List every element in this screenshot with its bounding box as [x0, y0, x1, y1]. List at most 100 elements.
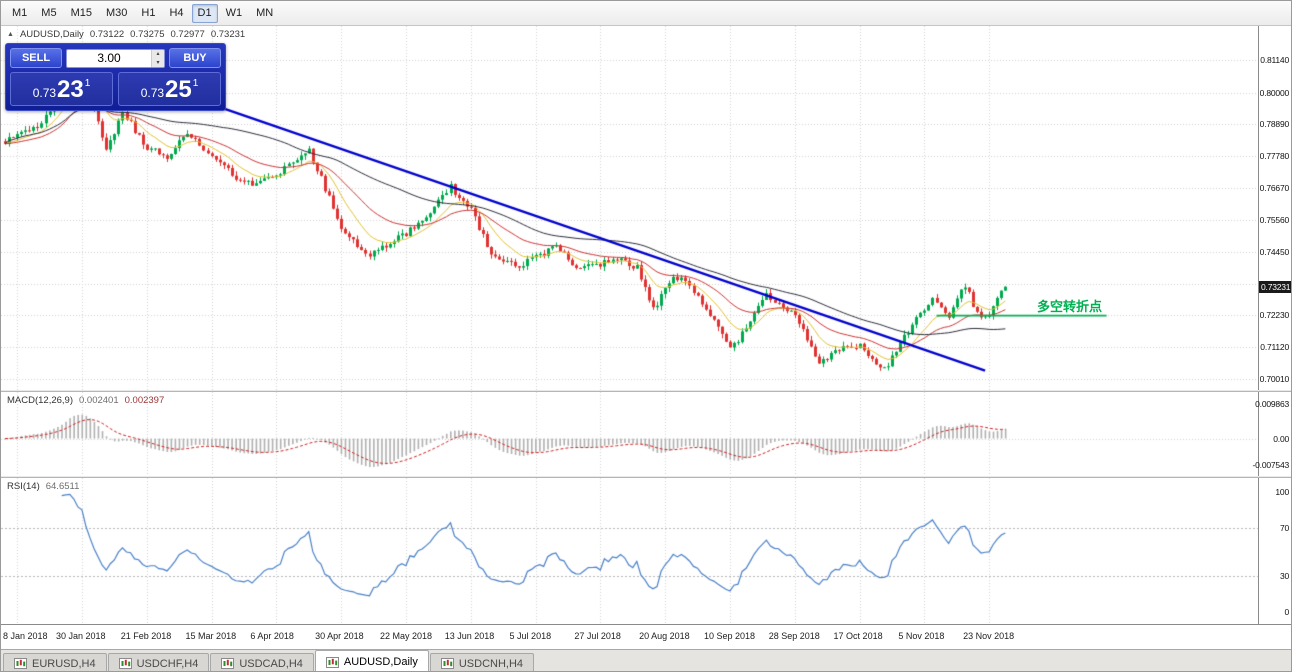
- date-label: 21 Feb 2018: [120, 631, 172, 641]
- macd-signal-value: 0.002397: [124, 395, 165, 406]
- price-axis-label: 0.71120: [1260, 342, 1289, 353]
- panel-divider[interactable]: [1, 476, 1291, 478]
- ohlc-high-value: 0.73275: [130, 29, 165, 40]
- macd-panel: MACD(12,26,9) 0.002401 0.002397 0.009863…: [1, 392, 1291, 476]
- current-price-badge: 0.73231: [1259, 280, 1291, 293]
- tab-label: USDCHF,H4: [136, 657, 199, 670]
- chart-tab-usdcad[interactable]: USDCAD,H4: [210, 653, 314, 671]
- date-label: 30 Apr 2018: [315, 631, 364, 641]
- rsi-panel: RSI(14) 64.6511 100 70 30 0: [1, 478, 1291, 624]
- price-axis-label: 0.76670: [1259, 183, 1290, 194]
- chart-tabs-bar: EURUSD,H4 USDCHF,H4 USDCAD,H4 AUDUSD,Daily U…: [1, 649, 1291, 671]
- rsi-axis-label: 0: [1284, 607, 1289, 617]
- panel-divider[interactable]: [1, 390, 1291, 392]
- tab-label: AUDUSD,Daily: [343, 656, 418, 668]
- timeframe-d1[interactable]: D1: [191, 3, 218, 23]
- macd-main-value: 0.002401: [79, 395, 119, 406]
- chart-symbol-label: AUDUSD,Daily: [19, 29, 84, 40]
- macd-axis-label: 0.00: [1273, 433, 1289, 444]
- one-click-trading-panel: SELL ▴ ▾ BUY 0.73231 0.732: [5, 43, 226, 111]
- buy-price-button[interactable]: 0.73 25 1: [118, 72, 221, 106]
- price-axis-label: 0.77780: [1259, 151, 1290, 162]
- tab-label: EURUSD,H4: [32, 657, 96, 670]
- tab-label: USDCAD,H4: [239, 657, 303, 670]
- sell-price-pips: 23: [57, 76, 84, 103]
- price-axis-label: 0.80000: [1259, 87, 1290, 98]
- buy-price-pipette: 1: [192, 78, 199, 89]
- chart-tab-usdchf[interactable]: USDCHF,H4: [107, 653, 210, 671]
- rsi-axis[interactable]: 100 70 30 0: [1258, 478, 1291, 624]
- price-axis-label: 0.75560: [1259, 214, 1290, 225]
- timeframe-m30[interactable]: M30: [100, 4, 133, 23]
- macd-axis-label: 0.009863: [1255, 399, 1289, 409]
- price-axis-label: 0.74450: [1259, 246, 1290, 257]
- chart-tab-eurusd[interactable]: EURUSD,H4: [3, 653, 107, 671]
- rsi-canvas[interactable]: [1, 478, 1260, 624]
- sell-button[interactable]: SELL: [10, 48, 62, 68]
- sell-price-prefix: 0.73: [32, 86, 57, 100]
- price-axis-label: 0.78890: [1259, 119, 1290, 130]
- date-label: 20 Aug 2018: [639, 631, 690, 641]
- price-axis-label: 0.70010: [1259, 374, 1290, 384]
- chart-window: ▲ AUDUSD,Daily 0.73122 0.73275 0.72977 0…: [1, 26, 1291, 649]
- time-axis[interactable]: 8 Jan 2018 30 Jan 2018 21 Feb 2018 15 Mar 2…: [1, 624, 1291, 649]
- macd-name: MACD(12,26,9): [7, 395, 73, 406]
- price-axis-label: 0.72230: [1259, 310, 1290, 321]
- tab-chart-icon: [221, 658, 235, 669]
- tab-chart-icon: [14, 658, 27, 669]
- date-label: 15 Mar 2018: [185, 631, 237, 641]
- volume-input[interactable]: [67, 49, 151, 67]
- timeframe-toolbar: M1 M5 M15 M30 H1 H4 D1 W1 MN: [1, 1, 1291, 26]
- timeframe-h1[interactable]: H1: [135, 4, 161, 23]
- buy-price-pips: 25: [165, 76, 192, 103]
- date-label: 27 Jul 2018: [574, 631, 621, 641]
- price-axis[interactable]: 0.81140 0.80000 0.78890 0.77780 0.76670 0.755…: [1258, 26, 1291, 390]
- ohlc-close-value: 0.73231: [210, 29, 246, 40]
- volume-stepper-arrows: ▴ ▾: [151, 49, 164, 67]
- chart-tab-usdcnh[interactable]: USDCNH,H4: [429, 653, 535, 671]
- timeframe-m5[interactable]: M5: [35, 4, 62, 23]
- chart-ohlc-header: ▲ AUDUSD,Daily 0.73122 0.73275 0.72977 0…: [7, 29, 245, 40]
- date-label: 23 Nov 2018: [963, 631, 1015, 641]
- chart-annotation-text: 多空转折点: [1037, 299, 1103, 314]
- date-label: 13 Jun 2018: [444, 631, 495, 641]
- chart-tab-audusd[interactable]: AUDUSD,Daily: [314, 650, 429, 671]
- tab-chart-icon: [325, 656, 339, 668]
- rsi-name: RSI(14): [7, 481, 40, 492]
- buy-price-prefix: 0.73: [140, 86, 165, 100]
- timeframe-w1[interactable]: W1: [220, 4, 249, 23]
- date-label: 22 May 2018: [379, 631, 432, 641]
- buy-button[interactable]: BUY: [169, 48, 221, 68]
- price-axis-label: 0.81140: [1260, 55, 1289, 65]
- tab-chart-icon: [118, 658, 132, 669]
- volume-decrease-icon[interactable]: ▾: [152, 58, 164, 67]
- ohlc-low-value: 0.72977: [170, 29, 205, 40]
- date-label: 8 Jan 2018: [3, 631, 48, 641]
- date-label: 5 Nov 2018: [898, 631, 945, 641]
- macd-canvas[interactable]: [1, 392, 1260, 476]
- ohlc-open-value: 0.73122: [89, 29, 125, 40]
- date-label: 6 Apr 2018: [250, 631, 294, 641]
- timeframe-mn[interactable]: MN: [250, 4, 279, 23]
- macd-label: MACD(12,26,9) 0.002401 0.002397: [7, 395, 164, 406]
- price-chart-panel: ▲ AUDUSD,Daily 0.73122 0.73275 0.72977 0…: [1, 26, 1291, 390]
- sell-price-button[interactable]: 0.73 23 1: [10, 72, 113, 106]
- timeframe-m1[interactable]: M1: [6, 4, 33, 23]
- collapse-panel-icon[interactable]: ▲: [7, 31, 14, 38]
- date-label: 30 Jan 2018: [55, 631, 106, 641]
- macd-axis-label: -0.007543: [1252, 460, 1290, 470]
- volume-increase-icon[interactable]: ▴: [152, 49, 164, 59]
- timeframe-m15[interactable]: M15: [65, 4, 98, 23]
- tab-chart-icon: [440, 658, 454, 669]
- rsi-axis-label: 100: [1275, 487, 1289, 497]
- date-label: 5 Jul 2018: [509, 631, 552, 641]
- rsi-axis-label: 30: [1279, 571, 1289, 581]
- volume-stepper[interactable]: ▴ ▾: [66, 48, 165, 68]
- timeframe-h4[interactable]: H4: [163, 4, 189, 23]
- macd-axis[interactable]: 0.009863 0.00 -0.007543: [1253, 392, 1291, 476]
- rsi-value: 64.6511: [45, 481, 80, 492]
- date-label: 28 Sep 2018: [768, 631, 820, 641]
- sell-price-pipette: 1: [84, 78, 91, 89]
- rsi-axis-label: 70: [1279, 523, 1289, 533]
